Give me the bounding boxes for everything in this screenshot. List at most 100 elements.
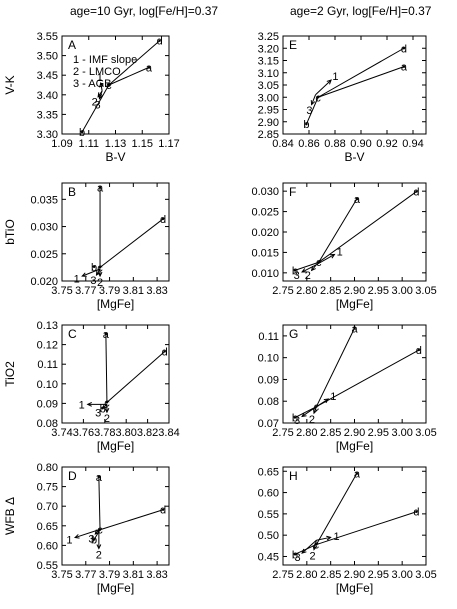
model-point-c (105, 401, 109, 404)
model-point-b (305, 123, 308, 126)
arrowhead-1 (326, 79, 332, 85)
x-tick-label: 3.80 (115, 427, 136, 439)
x-tick-label: 2.85 (320, 285, 341, 297)
point-label-d: d (413, 187, 419, 199)
x-tick-label: 3.74 (51, 427, 72, 439)
plot-frame (61, 466, 170, 566)
arrow-label-3: 3 (294, 270, 300, 282)
model-point-b (80, 130, 84, 134)
panel-letter: G (289, 327, 298, 341)
x-tick-label: 3.00 (391, 427, 412, 439)
point-label-c: c (314, 402, 320, 414)
x-tick-label: 2.90 (344, 427, 365, 439)
arrow-label-3: 3 (90, 275, 96, 287)
model-point-c (315, 405, 318, 408)
arrow-label-1: 1 (66, 534, 72, 546)
model-point-d (415, 510, 418, 513)
y-tick-label: 0.11 (258, 331, 279, 343)
model-segment (81, 84, 110, 133)
x-tick-label: 3.76 (73, 427, 94, 439)
arrowhead-1 (323, 398, 330, 404)
y-tick-label: 0.020 (251, 227, 279, 239)
point-label-c: c (314, 540, 320, 552)
point-label-b: b (292, 413, 298, 425)
point-label-d: d (416, 345, 422, 357)
model-point-c (107, 83, 111, 87)
y-tick-label: 3.20 (258, 43, 279, 55)
x-tick-label: 3.79 (99, 285, 120, 297)
arrow-3 (301, 264, 317, 273)
x-tick-label: 1.17 (158, 138, 179, 150)
panel-letter: A (68, 38, 76, 52)
x-tick-label: 3.84 (158, 427, 179, 439)
x-tick-label: 2.80 (296, 569, 317, 581)
arrow-label-3: 3 (94, 99, 100, 111)
x-tick-label: 3.79 (99, 569, 120, 581)
point-label-b: b (292, 549, 298, 561)
y-tick-label: 0.10 (258, 353, 279, 365)
arrowhead-1 (326, 535, 332, 541)
arrow-label-2: 2 (305, 270, 311, 282)
point-label-a: a (351, 323, 358, 335)
y-tick-label: 3.15 (258, 56, 279, 68)
model-point-a (97, 475, 101, 478)
model-point-a (355, 197, 359, 201)
model-segment (315, 473, 358, 545)
model-point-d (161, 217, 165, 221)
model-segment (294, 406, 317, 419)
model-point-b (92, 265, 96, 269)
x-axis-label: B-V (344, 150, 364, 164)
x-tick-label: 3.00 (391, 285, 412, 297)
y-tick-label: 0.030 (30, 222, 58, 234)
model-point-c (98, 266, 102, 269)
point-label-a: a (401, 62, 408, 74)
arrow-label-1: 1 (333, 531, 339, 543)
panel-letter: C (68, 327, 77, 341)
x-tick-label: 2.85 (320, 569, 341, 581)
y-tick-label: 0.60 (258, 488, 279, 500)
x-tick-label: 1.11 (78, 138, 99, 150)
y-tick-label: 3.40 (37, 90, 58, 102)
arrow-label-1: 1 (332, 71, 338, 83)
point-label-b: b (292, 265, 298, 277)
arrow-3 (98, 90, 103, 99)
x-tick-label: 3.77 (75, 569, 96, 581)
point-label-d: d (160, 214, 166, 226)
x-tick-label: 0.84 (272, 138, 293, 150)
x-axis-label: [MgFe] (336, 297, 373, 311)
x-tick-label: 0.86 (298, 138, 319, 150)
panel-letter: E (289, 38, 297, 52)
point-label-d: d (162, 346, 168, 358)
arrowhead-3 (301, 412, 307, 418)
legend-entry: 1 - IMF slope (73, 54, 137, 66)
y-tick-label: 0.010 (251, 268, 279, 280)
x-tick-label: 3.75 (51, 285, 72, 297)
model-segment (106, 351, 166, 403)
y-tick-label: 3.10 (258, 68, 279, 80)
arrow-1 (316, 398, 329, 408)
arrow-label-3: 3 (306, 105, 312, 117)
y-tick-label: 0.50 (258, 530, 279, 542)
x-tick-label: 3.05 (415, 427, 436, 439)
model-segment (108, 66, 150, 86)
x-tick-label: 2.95 (368, 569, 389, 581)
arrow-label-3: 3 (88, 534, 94, 546)
y-tick-label: 0.020 (30, 276, 58, 288)
arrow-1 (82, 268, 101, 277)
x-tick-label: 3.82 (137, 427, 158, 439)
y-tick-label: 0.07 (258, 418, 279, 430)
point-label-a: a (103, 329, 110, 341)
arrowhead-1 (73, 534, 80, 539)
x-tick-label: 2.80 (296, 427, 317, 439)
panel-letter: D (68, 469, 77, 483)
model-segment (318, 198, 358, 263)
y-tick-label: 2.90 (258, 117, 279, 129)
model-segment (317, 66, 405, 98)
point-label-b: b (91, 262, 97, 274)
arrow-3 (301, 539, 317, 554)
x-tick-label: 2.90 (344, 569, 365, 581)
arrowhead-2 (97, 271, 103, 278)
x-axis-label: [MgFe] (97, 297, 134, 311)
model-segment (305, 97, 319, 125)
